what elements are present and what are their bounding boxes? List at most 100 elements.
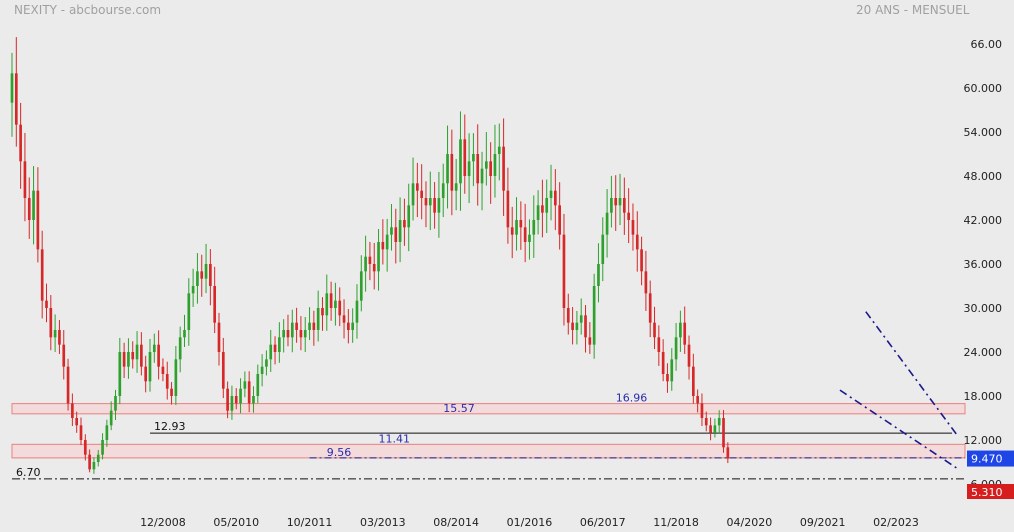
- candle-body-123: [541, 205, 544, 213]
- candle-body-39: [178, 337, 182, 360]
- candle-body-69: [308, 322, 311, 330]
- candle-body-58: [260, 366, 264, 374]
- candle-body-47: [213, 286, 217, 323]
- candle-body-109: [480, 168, 484, 184]
- candle-body-32: [148, 352, 152, 382]
- level-label-2: 6.70: [16, 466, 41, 479]
- candle-body-101: [446, 154, 449, 184]
- candle-body-11: [58, 330, 61, 345]
- x-tick-label-9: 09/2021: [800, 516, 846, 529]
- candle-body-136: [597, 264, 600, 286]
- candle-body-63: [282, 330, 286, 338]
- candle-body-28: [131, 352, 135, 360]
- candle-body-84: [372, 264, 376, 272]
- candle-body-26: [122, 352, 126, 367]
- y-tick-label-7: 48.000: [964, 170, 1003, 183]
- candle-body-143: [627, 212, 630, 220]
- candle-body-102: [450, 154, 454, 191]
- candle-body-38: [174, 359, 178, 396]
- y-tick-label-3: 24.000: [964, 346, 1003, 359]
- candle-body-148: [648, 293, 652, 323]
- candle-body-7: [40, 249, 44, 301]
- candle-body-14: [71, 403, 74, 418]
- candle-body-122: [536, 205, 540, 220]
- candle-body-46: [209, 264, 212, 286]
- candle-body-44: [200, 271, 204, 279]
- x-tick-label-7: 11/2018: [653, 516, 699, 529]
- candle-body-151: [661, 352, 665, 374]
- candle-body-105: [463, 139, 467, 176]
- candle-body-1: [14, 73, 18, 125]
- candle-body-120: [528, 234, 531, 242]
- candle-body-62: [278, 337, 281, 352]
- candle-body-56: [252, 396, 255, 404]
- zone-label-2: 16.96: [616, 392, 648, 405]
- candle-body-134: [588, 337, 592, 345]
- y-tick-label-5: 36.000: [964, 258, 1003, 271]
- candle-body-61: [273, 344, 277, 352]
- candle-body-22: [105, 425, 109, 440]
- candle-body-83: [368, 256, 372, 264]
- zone-label-4: 9.56: [327, 446, 352, 459]
- x-tick-label-3: 03/2013: [360, 516, 406, 529]
- candle-body-53: [239, 388, 242, 404]
- candle-body-106: [467, 161, 471, 176]
- candle-body-51: [230, 396, 234, 411]
- candle-body-31: [144, 366, 148, 382]
- candle-body-79: [351, 322, 355, 330]
- candle-body-116: [510, 227, 514, 235]
- candle-body-99: [437, 198, 441, 213]
- candle-body-43: [196, 271, 199, 286]
- candle-body-129: [566, 308, 570, 323]
- y-tick-label-6: 42.000: [964, 214, 1003, 227]
- candle-body-5: [32, 190, 35, 220]
- candle-body-6: [36, 190, 40, 250]
- candle-body-78: [347, 322, 350, 330]
- candle-body-54: [243, 381, 247, 389]
- last-price-badge: [967, 450, 1014, 467]
- candle-body-103: [454, 183, 458, 191]
- candle-body-142: [622, 198, 626, 213]
- level-label-1: 12.93: [154, 420, 186, 433]
- candle-body-133: [584, 315, 587, 338]
- x-tick-label-8: 04/2020: [727, 516, 773, 529]
- candle-body-16: [79, 425, 83, 440]
- candle-body-9: [49, 308, 53, 338]
- candle-body-68: [303, 330, 307, 338]
- candle-body-119: [523, 227, 527, 242]
- candle-body-150: [657, 337, 661, 352]
- candle-body-149: [653, 322, 656, 338]
- candle-body-49: [221, 352, 225, 389]
- candle-body-50: [226, 388, 229, 411]
- candle-body-159: [696, 396, 699, 404]
- candle-body-8: [45, 300, 48, 308]
- candle-body-57: [256, 374, 260, 396]
- candle-body-111: [489, 161, 492, 176]
- chart-period: 20 ANS - MENSUEL: [856, 3, 970, 17]
- candle-body-117: [515, 220, 518, 235]
- candle-body-42: [191, 286, 195, 294]
- candle-body-72: [321, 308, 324, 316]
- candle-body-33: [152, 344, 156, 352]
- candle-body-27: [127, 352, 130, 367]
- trendline-1: [865, 311, 958, 435]
- zone-label-1: 15.57: [443, 402, 475, 415]
- candle-body-107: [472, 154, 475, 162]
- candle-body-20: [96, 454, 100, 462]
- candle-body-113: [497, 146, 501, 154]
- last-price-label: 9.470: [971, 453, 1003, 466]
- candle-body-77: [342, 315, 346, 323]
- low-marker-badge: [967, 484, 1014, 499]
- candle-body-71: [316, 308, 320, 330]
- candle-body-156: [683, 322, 687, 345]
- x-tick-label-10: 02/2023: [873, 516, 919, 529]
- candle-body-166: [726, 447, 730, 459]
- candle-body-147: [644, 271, 648, 294]
- candle-body-164: [717, 418, 721, 426]
- candle-body-13: [66, 366, 70, 404]
- candle-body-104: [459, 139, 462, 184]
- candle-body-91: [403, 220, 406, 228]
- candle-body-29: [135, 344, 139, 360]
- candle-body-145: [635, 234, 639, 250]
- candle-body-4: [27, 198, 31, 220]
